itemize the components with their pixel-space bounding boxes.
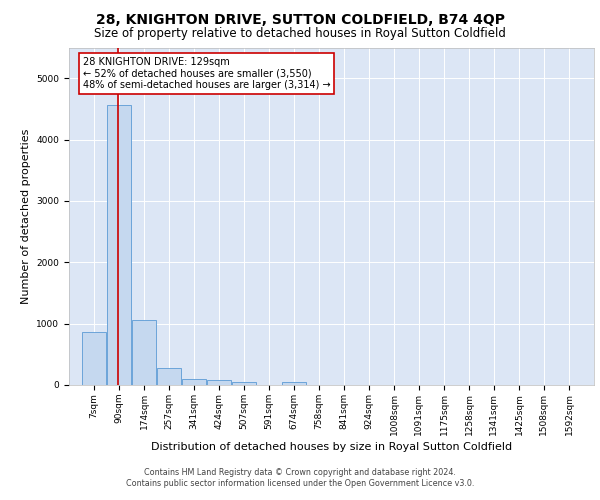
Text: Contains HM Land Registry data © Crown copyright and database right 2024.
Contai: Contains HM Land Registry data © Crown c… xyxy=(126,468,474,487)
Text: 28 KNIGHTON DRIVE: 129sqm
← 52% of detached houses are smaller (3,550)
48% of se: 28 KNIGHTON DRIVE: 129sqm ← 52% of detac… xyxy=(83,56,331,90)
Bar xyxy=(232,382,256,385)
Bar xyxy=(82,332,106,385)
Bar xyxy=(132,320,156,385)
Bar xyxy=(157,368,181,385)
Text: 28, KNIGHTON DRIVE, SUTTON COLDFIELD, B74 4QP: 28, KNIGHTON DRIVE, SUTTON COLDFIELD, B7… xyxy=(95,12,505,26)
Bar xyxy=(182,380,206,385)
Bar xyxy=(207,380,231,385)
Y-axis label: Number of detached properties: Number of detached properties xyxy=(21,128,31,304)
Text: Size of property relative to detached houses in Royal Sutton Coldfield: Size of property relative to detached ho… xyxy=(94,28,506,40)
Bar xyxy=(107,105,131,385)
X-axis label: Distribution of detached houses by size in Royal Sutton Coldfield: Distribution of detached houses by size … xyxy=(151,442,512,452)
Bar xyxy=(282,382,306,385)
